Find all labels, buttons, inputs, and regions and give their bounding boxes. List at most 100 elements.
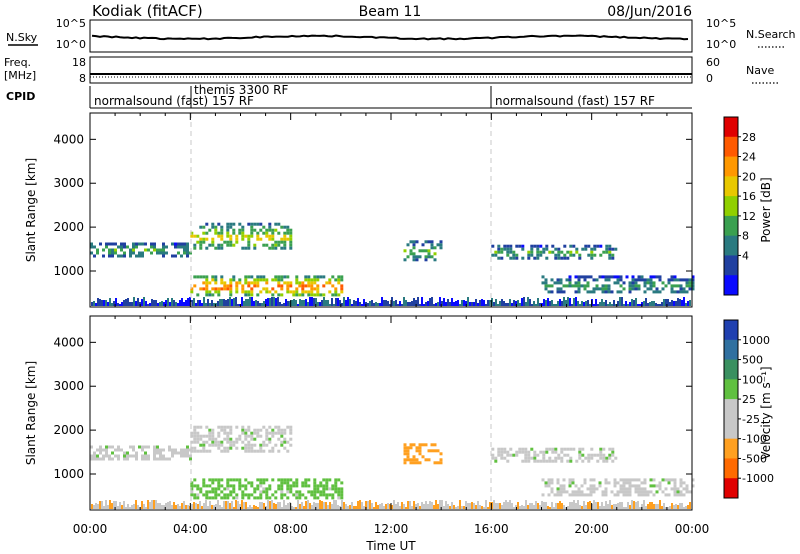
velocity-colorbar-swatch xyxy=(724,359,738,380)
nsky-label: N.Sky xyxy=(6,31,38,44)
power-colorbar-tick-label: 12 xyxy=(742,210,756,223)
velocity-colorbar-swatch xyxy=(724,399,738,420)
power-echo-band xyxy=(190,222,293,250)
velocity-colorbar-swatch xyxy=(724,379,738,400)
power-colorbar-frame xyxy=(723,116,739,296)
time-tick-label: 00:00 xyxy=(675,522,710,536)
power-echoes xyxy=(90,222,695,306)
velocity-colorbar-tick-label: -25 xyxy=(742,413,760,426)
velocity-echo-band xyxy=(541,478,695,497)
nsearch-tick-bottom: 10^0 xyxy=(706,38,736,51)
nsearch-tick-top: 10^5 xyxy=(706,17,736,30)
nave-label: Nave xyxy=(746,64,774,77)
time-axis-labels: 00:00 04:00 08:00 12:00 16:00 20:00 00:00 xyxy=(73,522,710,536)
power-y-ticks: 1000 2000 3000 4000 xyxy=(53,132,692,278)
nsky-tick-top: 10^5 xyxy=(56,17,86,30)
time-tick-label: 08:00 xyxy=(273,522,308,536)
power-colorbar-swatch xyxy=(724,275,738,296)
power-panel: 1000 2000 3000 4000 Slant Range [km] 28 24 20… xyxy=(24,112,773,308)
nsky-frame xyxy=(89,19,693,53)
power-echo-band xyxy=(90,242,192,258)
power-colorbar-swatch xyxy=(724,196,738,217)
freq-label-line2: [MHz] xyxy=(4,69,36,82)
power-colorbar-swatch xyxy=(724,255,738,276)
power-colorbar-swatch xyxy=(724,215,738,237)
velocity-echoes xyxy=(90,425,695,509)
power-y-tick-label: 1000 xyxy=(53,264,84,278)
time-tick-label: 20:00 xyxy=(574,522,609,536)
power-y-tick-label: 2000 xyxy=(53,220,84,234)
velocity-echo-band xyxy=(403,443,443,465)
velocity-plot-area xyxy=(90,316,692,510)
cpid-program-2: themis 3300 RF xyxy=(194,83,288,97)
velocity-colorbar-tick-label: -500 xyxy=(742,452,767,465)
velocity-colorbar-swatch xyxy=(724,320,738,341)
velocity-colorbar-swatch xyxy=(724,458,738,479)
power-colorbar-tick-label: 28 xyxy=(742,131,756,144)
nsearch-label: N.Search xyxy=(746,28,796,41)
power-echo-band xyxy=(541,275,695,294)
power-x-ticks xyxy=(89,113,693,307)
power-echo-band xyxy=(491,244,618,260)
power-echo-band xyxy=(403,240,443,262)
power-echo-band xyxy=(190,275,344,297)
velocity-colorbar-swatch xyxy=(724,438,738,459)
power-colorbar-label: Power [dB] xyxy=(759,177,773,242)
velocity-y-tick-label: 1000 xyxy=(53,467,84,481)
nave-tick-bottom: 0 xyxy=(706,72,713,85)
velocity-y-ticks: 1000 2000 3000 4000 xyxy=(53,335,692,481)
velocity-x-ticks xyxy=(89,316,693,510)
power-near-range-echoes xyxy=(91,297,691,306)
velocity-y-tick-label: 2000 xyxy=(53,423,84,437)
nsky-tick-bottom: 10^0 xyxy=(56,38,86,51)
velocity-colorbar-label: Velocity [m s⁻¹] xyxy=(759,366,773,459)
time-tick-label: 00:00 xyxy=(73,522,108,536)
power-colorbar-tick-label: 24 xyxy=(742,151,756,164)
velocity-echo-band xyxy=(90,445,192,461)
velocity-colorbar-swatch xyxy=(724,339,738,361)
velocity-y-tick-label: 3000 xyxy=(53,379,84,393)
power-colorbar-swatch xyxy=(724,136,738,158)
station-title: Kodiak (fitACF) xyxy=(92,2,203,20)
velocity-y-tick-label: 4000 xyxy=(53,335,84,349)
cpid-program-3: normalsound (fast) 157 RF xyxy=(495,94,655,108)
date-title: 08/Jun/2016 xyxy=(607,4,692,20)
power-colorbar: 28 24 20 16 12 8 4 xyxy=(723,116,756,296)
time-axis-title: Time UT xyxy=(365,539,416,553)
velocity-echo-band xyxy=(190,425,293,453)
velocity-colorbar-swatch xyxy=(724,478,738,499)
velocity-colorbar-tick-label: 25 xyxy=(742,393,756,406)
velocity-echo-band xyxy=(190,478,344,500)
time-tick-label: 16:00 xyxy=(474,522,509,536)
power-y-tick-label: 3000 xyxy=(53,176,84,190)
velocity-colorbar-tick-label: 500 xyxy=(742,354,763,367)
time-tick-label: 12:00 xyxy=(374,522,409,536)
power-colorbar-tick-label: 8 xyxy=(742,230,749,243)
power-colorbar-swatch xyxy=(724,235,738,256)
cpid-label: CPID xyxy=(6,90,35,103)
power-colorbar-tick-label: 20 xyxy=(742,170,756,183)
velocity-panel: 1000 2000 3000 4000 Slant Range [km] 1000 50… xyxy=(24,315,774,511)
power-plot-area xyxy=(90,113,692,307)
beam-title: Beam 11 xyxy=(359,4,422,20)
velocity-near-range-echoes xyxy=(91,500,691,509)
power-colorbar-tick-label: 16 xyxy=(742,190,756,203)
power-colorbar-swatch xyxy=(724,176,738,197)
velocity-colorbar-tick-label: -1000 xyxy=(742,472,774,485)
nave-tick-top: 60 xyxy=(706,56,720,69)
freq-tick-bottom: 8 xyxy=(79,72,86,85)
velocity-colorbar: 1000 500 100 25 -25 -100 -500 -1000 xyxy=(723,319,774,499)
power-colorbar-swatch xyxy=(724,117,738,138)
power-y-axis-label: Slant Range [km] xyxy=(24,158,38,262)
power-colorbar-swatch xyxy=(724,156,738,177)
nsky-trace xyxy=(91,34,689,41)
time-tick-label: 04:00 xyxy=(173,522,208,536)
cpid-strip: CPID normalsound (fast) 157 RF themis 33… xyxy=(6,83,692,109)
freq-strip: Freq. [MHz] 18 8 60 0 Nave xyxy=(4,56,778,85)
freq-label-line1: Freq. xyxy=(4,56,31,69)
velocity-colorbar-swatch xyxy=(724,418,738,440)
velocity-colorbar-frame xyxy=(723,319,739,499)
velocity-colorbar-tick-label: 1000 xyxy=(742,334,770,347)
power-y-tick-label: 4000 xyxy=(53,132,84,146)
